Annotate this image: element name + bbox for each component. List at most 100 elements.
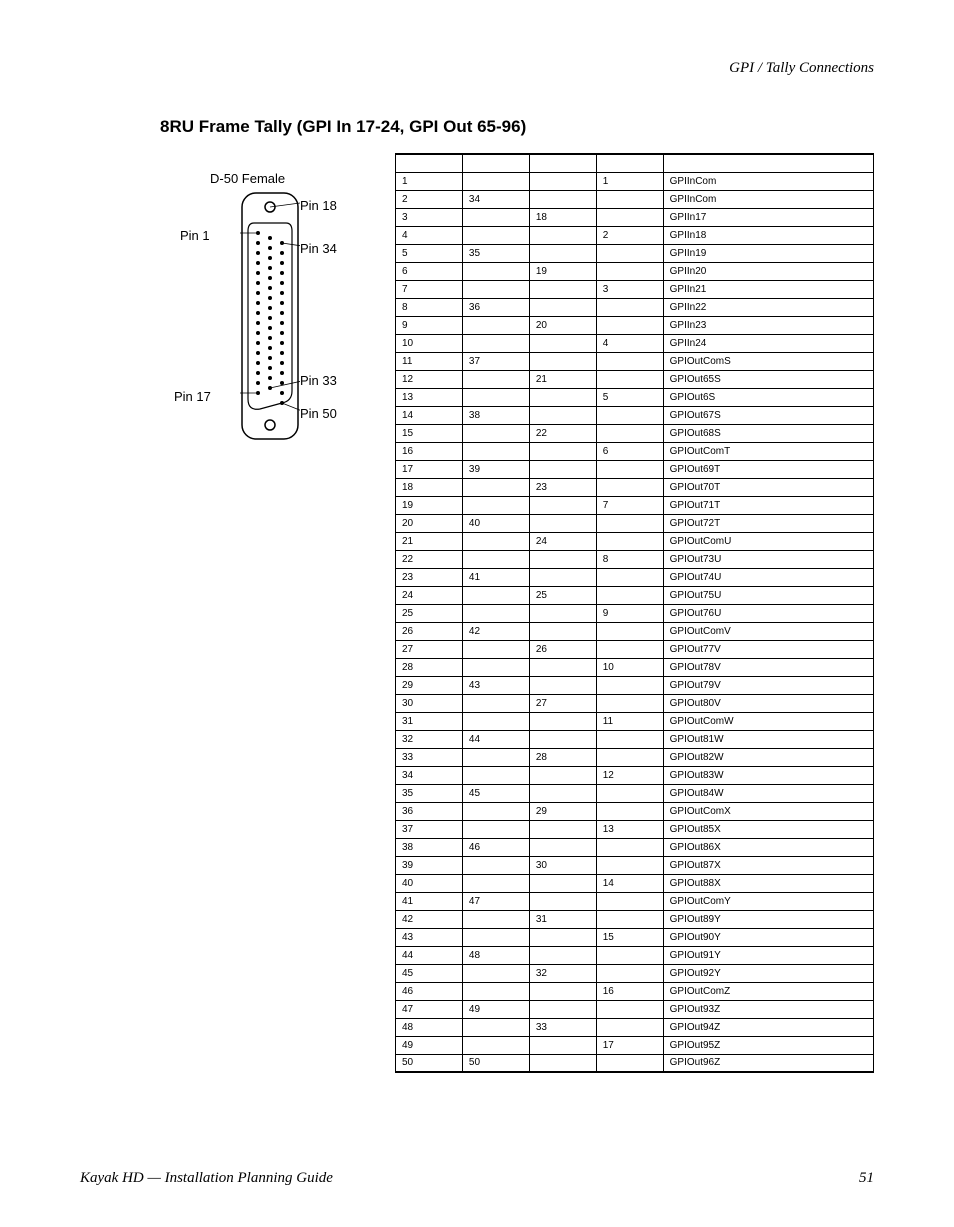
table-cell: 47 (462, 892, 529, 910)
table-row: 4532GPIOut92Y (396, 964, 874, 982)
table-cell (529, 928, 596, 946)
table-cell: 34 (396, 766, 463, 784)
table-cell (529, 712, 596, 730)
table-cell: GPIOutComT (663, 442, 873, 460)
table-cell: GPIOut80V (663, 694, 873, 712)
table-row: 2726GPIOut77V (396, 640, 874, 658)
table-cell: 6 (596, 442, 663, 460)
table-cell: 15 (396, 424, 463, 442)
table-cell (596, 676, 663, 694)
table-cell: 50 (462, 1054, 529, 1072)
table-cell (529, 766, 596, 784)
table-cell: 11 (396, 352, 463, 370)
table-cell: 30 (396, 694, 463, 712)
table-cell: 14 (396, 406, 463, 424)
table-cell (462, 442, 529, 460)
table-cell: 16 (596, 982, 663, 1000)
table-cell: 28 (396, 658, 463, 676)
table-cell (529, 622, 596, 640)
pin-label-34: Pin 34 (300, 241, 337, 256)
table-cell (596, 352, 663, 370)
table-cell: 29 (396, 676, 463, 694)
table-cell (529, 658, 596, 676)
table-cell (596, 1000, 663, 1018)
table-row: 4147GPIOutComY (396, 892, 874, 910)
table-cell: 7 (396, 280, 463, 298)
table-cell: 47 (396, 1000, 463, 1018)
table-row: 4833GPIOut94Z (396, 1018, 874, 1036)
table-cell: 10 (396, 334, 463, 352)
footer-left: Kayak HD — Installation Planning Guide (80, 1170, 333, 1187)
table-cell: 12 (596, 766, 663, 784)
table-cell: 41 (462, 568, 529, 586)
table-cell (462, 964, 529, 982)
table-cell: 44 (462, 730, 529, 748)
table-row: 318GPIIn17 (396, 208, 874, 226)
table-cell (596, 730, 663, 748)
table-cell: GPIOut90Y (663, 928, 873, 946)
table-cell: GPIOut84W (663, 784, 873, 802)
table-cell: 1 (396, 172, 463, 190)
table-cell: 9 (396, 316, 463, 334)
table-cell: 12 (396, 370, 463, 388)
table-cell (596, 406, 663, 424)
table-cell (596, 586, 663, 604)
table-cell (529, 244, 596, 262)
table-cell (596, 838, 663, 856)
table-cell (462, 658, 529, 676)
table-cell (462, 388, 529, 406)
table-cell: 13 (396, 388, 463, 406)
table-cell: GPIOut78V (663, 658, 873, 676)
table-cell (596, 784, 663, 802)
table-row: 3545GPIOut84W (396, 784, 874, 802)
table-cell (462, 262, 529, 280)
table-cell: 23 (529, 478, 596, 496)
table-cell: 40 (396, 874, 463, 892)
table-row: 12 21 GPIOut65S (396, 370, 874, 388)
table-cell: GPIOut82W (663, 748, 873, 766)
table-cell: 43 (396, 928, 463, 946)
table-row: 259GPIOut76U (396, 604, 874, 622)
table-cell (529, 784, 596, 802)
table-cell: GPIOut89Y (663, 910, 873, 928)
table-row: 30 27 GPIOut80V (396, 694, 874, 712)
table-cell (596, 514, 663, 532)
table-cell: 49 (462, 1000, 529, 1018)
table-cell: 27 (396, 640, 463, 658)
table-cell (596, 298, 663, 316)
table-cell: GPIOutComU (663, 532, 873, 550)
table-cell (596, 964, 663, 982)
table-cell (529, 388, 596, 406)
table-row: 3244GPIOut81W (396, 730, 874, 748)
table-row: 1823GPIOut70T (396, 478, 874, 496)
table-cell (462, 550, 529, 568)
table-cell (596, 370, 663, 388)
table-cell (462, 280, 529, 298)
table-cell: GPIOut65S (663, 370, 873, 388)
table-cell: 35 (462, 244, 529, 262)
table-cell: GPIOut93Z (663, 1000, 873, 1018)
table-cell: GPIIn21 (663, 280, 873, 298)
table-cell (462, 856, 529, 874)
table-cell: GPIOut71T (663, 496, 873, 514)
table-cell (529, 946, 596, 964)
table-cell: GPIOutComS (663, 352, 873, 370)
section-title: 8RU Frame Tally (GPI In 17-24, GPI Out 6… (160, 117, 874, 137)
table-cell: 34 (462, 190, 529, 208)
table-cell: GPIIn23 (663, 316, 873, 334)
table-cell: GPIOut92Y (663, 964, 873, 982)
d50-label: D-50 Female (210, 171, 285, 186)
pin-label-1: Pin 1 (180, 228, 210, 243)
table-cell (462, 766, 529, 784)
table-cell (529, 460, 596, 478)
table-cell: GPIOutComW (663, 712, 873, 730)
table-cell (529, 1000, 596, 1018)
table-row: 920GPIIn23 (396, 316, 874, 334)
table-cell: 27 (529, 694, 596, 712)
d50-connector-icon (240, 191, 300, 441)
table-row: 1438GPIOut67S (396, 406, 874, 424)
table-cell: 21 (529, 370, 596, 388)
table-cell: 4 (396, 226, 463, 244)
table-row: 2124GPIOutComU (396, 532, 874, 550)
table-row: 4014GPIOut88X (396, 874, 874, 892)
